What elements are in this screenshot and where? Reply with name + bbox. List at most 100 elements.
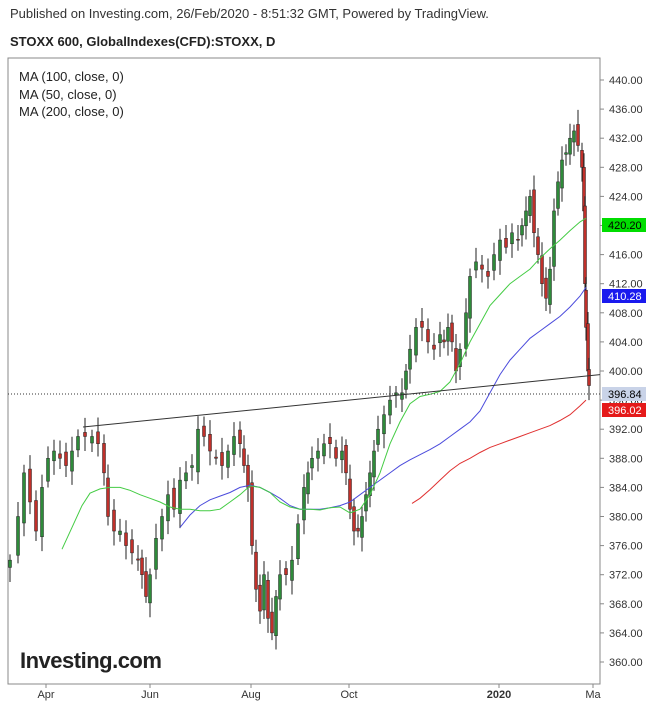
candle-up bbox=[388, 399, 392, 416]
candle-down bbox=[328, 436, 332, 445]
candle-down bbox=[584, 289, 588, 328]
candle-down bbox=[420, 321, 424, 328]
candle-up bbox=[52, 450, 56, 462]
candle-up bbox=[278, 574, 282, 600]
candle-down bbox=[334, 447, 338, 459]
candle-up bbox=[46, 458, 50, 482]
candle-down bbox=[112, 509, 116, 532]
x-tick-label: Oct bbox=[340, 689, 357, 701]
candle-down bbox=[450, 322, 454, 343]
candle-down bbox=[96, 431, 100, 444]
candle-up bbox=[382, 414, 386, 435]
y-tick-label: 372.00 bbox=[609, 570, 643, 582]
candle-down bbox=[220, 452, 224, 466]
candle-up bbox=[446, 327, 450, 342]
candle-up bbox=[76, 436, 80, 451]
plot-border bbox=[7, 57, 601, 685]
candle-up bbox=[572, 130, 576, 143]
candle-up bbox=[160, 516, 164, 540]
candle-up bbox=[310, 458, 314, 469]
candle-up bbox=[552, 210, 556, 267]
candle-down bbox=[432, 344, 436, 350]
candle-up bbox=[22, 472, 26, 524]
candle-down bbox=[486, 271, 490, 277]
candle-down bbox=[583, 205, 587, 284]
logo-text: Investing bbox=[20, 648, 113, 673]
trendline-layer bbox=[8, 374, 601, 428]
candle-down bbox=[136, 558, 140, 561]
candle-up bbox=[568, 137, 572, 155]
legend-ma50: MA (50, close, 0) bbox=[19, 87, 117, 102]
candle-down bbox=[34, 500, 38, 532]
logo-suffix: .com bbox=[112, 648, 162, 673]
candle-up bbox=[372, 450, 376, 478]
candle-down bbox=[532, 189, 536, 234]
candle-up bbox=[492, 254, 496, 271]
candle-down bbox=[140, 557, 144, 575]
candle-down bbox=[202, 425, 206, 437]
candle-down bbox=[348, 478, 352, 510]
ma100-line bbox=[179, 287, 587, 528]
candle-down bbox=[144, 571, 148, 597]
candle-down bbox=[58, 453, 62, 459]
price-label-text: 420.20 bbox=[608, 220, 642, 232]
candle-down bbox=[28, 468, 32, 503]
candle-up bbox=[40, 487, 44, 538]
candle-down bbox=[124, 532, 128, 546]
candle-up bbox=[226, 450, 230, 468]
candle-up bbox=[70, 450, 74, 472]
candle-up bbox=[560, 159, 564, 189]
candle-down bbox=[208, 434, 212, 452]
candle-up bbox=[118, 530, 122, 535]
y-tick-label: 436.00 bbox=[609, 104, 643, 116]
y-tick-label: 432.00 bbox=[609, 133, 643, 145]
candle-down bbox=[106, 477, 110, 517]
legend-ma100: MA (100, close, 0) bbox=[19, 69, 124, 84]
candle-up bbox=[400, 392, 404, 400]
y-tick-label: 412.00 bbox=[609, 279, 643, 291]
y-tick-label: 408.00 bbox=[609, 308, 643, 320]
candle-up bbox=[464, 312, 468, 349]
candle-down bbox=[270, 611, 274, 634]
y-tick-label: 392.00 bbox=[609, 424, 643, 436]
candle-down bbox=[587, 369, 591, 386]
trendline bbox=[82, 374, 601, 428]
y-tick-label: 380.00 bbox=[609, 512, 643, 524]
price-label-box bbox=[602, 218, 646, 232]
candle-up bbox=[498, 239, 502, 261]
x-axis: Apr Jun Aug Oct 2020 Ma bbox=[37, 684, 602, 701]
candle-down bbox=[250, 482, 254, 546]
price-label-box bbox=[602, 403, 646, 417]
candle-down bbox=[480, 264, 484, 270]
candle-down bbox=[214, 456, 218, 459]
y-tick-label: 384.00 bbox=[609, 482, 643, 494]
candle-up bbox=[548, 268, 552, 305]
candle-up bbox=[340, 450, 344, 461]
x-tick-label: Jun bbox=[141, 689, 159, 701]
candle-down bbox=[576, 124, 580, 146]
candle-up bbox=[316, 450, 320, 459]
ma50-line bbox=[61, 217, 587, 550]
price-label-text: 396.84 bbox=[608, 389, 642, 401]
candle-down bbox=[442, 339, 446, 343]
candle-down bbox=[64, 451, 68, 466]
price-label-text: 396.02 bbox=[608, 405, 642, 417]
candle-down bbox=[536, 236, 540, 255]
candle-up bbox=[178, 479, 182, 514]
candle-down bbox=[238, 429, 242, 444]
candle-up bbox=[290, 559, 294, 581]
candle-up bbox=[166, 494, 170, 522]
candle-down bbox=[344, 445, 348, 474]
candle-up bbox=[408, 348, 412, 370]
candle-up bbox=[438, 334, 442, 344]
candle-down bbox=[540, 255, 544, 284]
y-tick-label: 376.00 bbox=[609, 541, 643, 553]
candle-down bbox=[102, 443, 106, 474]
legend-ma200: MA (200, close, 0) bbox=[19, 104, 124, 119]
y-tick-label: 404.00 bbox=[609, 337, 643, 349]
y-tick-label: 364.00 bbox=[609, 628, 643, 640]
candle-down bbox=[130, 539, 134, 554]
price-label-box bbox=[602, 387, 646, 401]
candle-up bbox=[232, 436, 236, 455]
